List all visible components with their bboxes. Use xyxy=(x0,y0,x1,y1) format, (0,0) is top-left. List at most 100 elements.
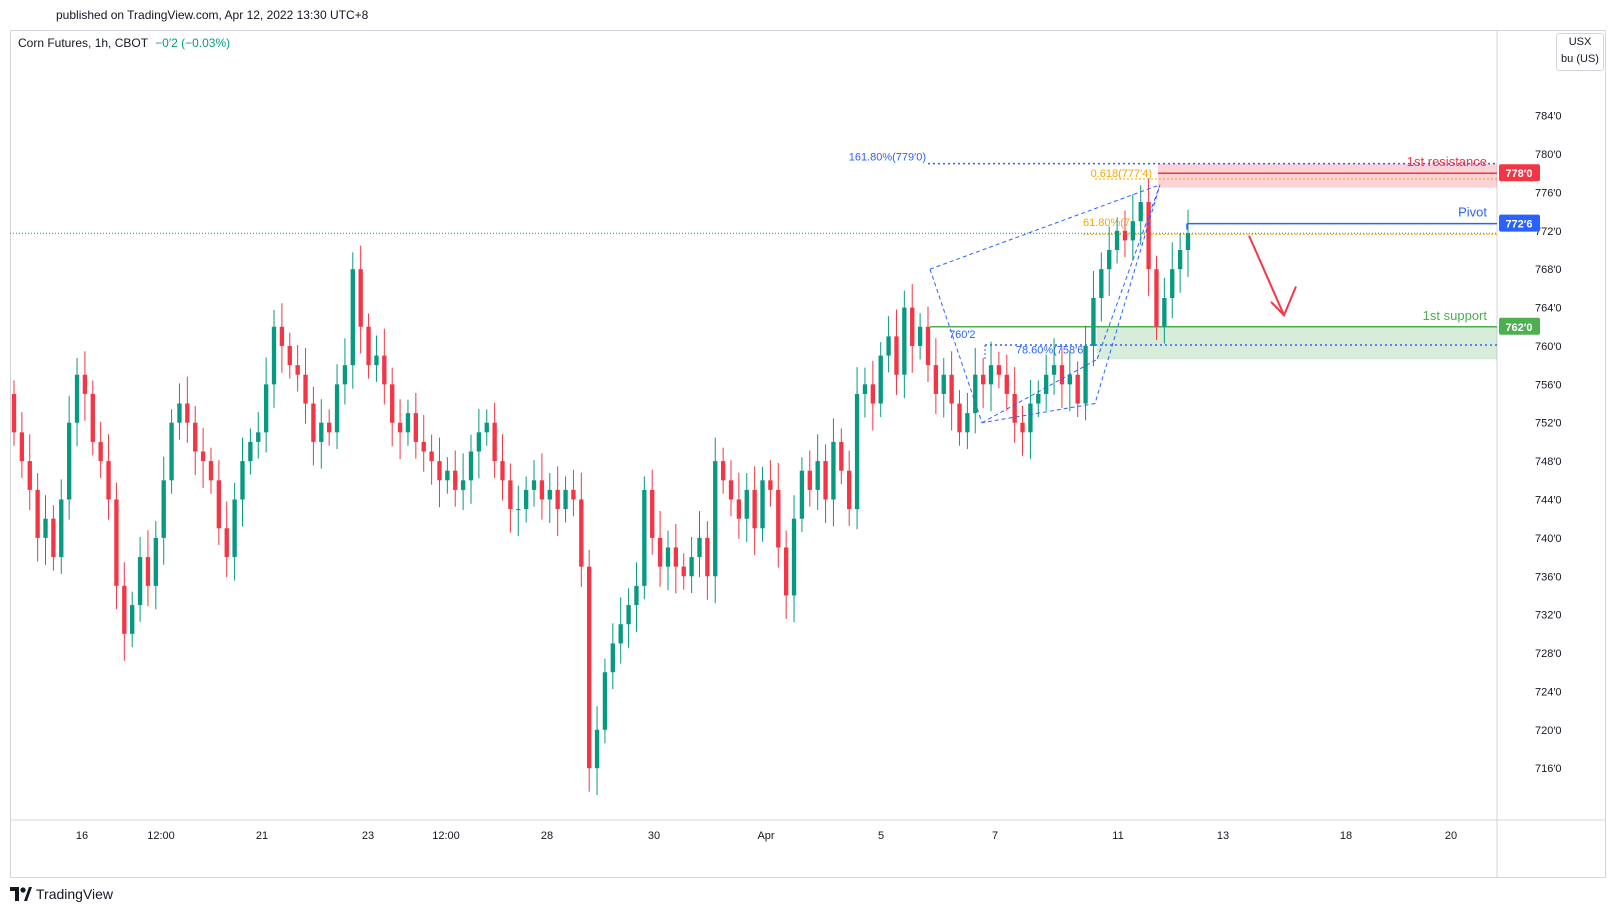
published-caption: published on TradingView.com, Apr 12, 20… xyxy=(56,8,369,22)
candle-body xyxy=(941,374,946,394)
candle-body xyxy=(555,489,560,510)
currency-label: USX xyxy=(1568,36,1592,48)
candle-body xyxy=(484,422,489,433)
candle-body xyxy=(799,470,805,519)
candle-body xyxy=(579,499,584,567)
candle-body xyxy=(232,499,237,558)
candle-body xyxy=(161,480,166,538)
candle-body xyxy=(295,365,300,375)
price-change: −0′2 (−0.03%) xyxy=(155,36,231,50)
pivot-badge-label: 772′6 xyxy=(1505,219,1532,231)
x-tick-label: 13 xyxy=(1217,830,1229,842)
y-tick-label: 784′0 xyxy=(1535,111,1562,123)
candle-body xyxy=(1099,269,1104,298)
candle-body xyxy=(1075,374,1080,404)
support-badge xyxy=(1499,317,1540,335)
support-label: 1st support xyxy=(1423,308,1488,323)
swing-760-label: 760′2 xyxy=(949,329,976,341)
candle-body xyxy=(193,422,198,452)
candle-body xyxy=(1028,403,1033,433)
candle-body xyxy=(130,605,135,634)
candle-body xyxy=(11,393,17,433)
candle-body xyxy=(925,326,931,366)
candle-body xyxy=(602,672,608,730)
tradingview-logo-icon xyxy=(10,887,32,901)
y-tick-label: 768′0 xyxy=(1535,264,1562,276)
candle-body xyxy=(421,441,426,452)
candle-body xyxy=(571,489,576,500)
candle-body xyxy=(19,432,25,462)
candle-body xyxy=(279,326,285,346)
x-tick-label: 11 xyxy=(1112,830,1123,842)
x-tick-label: 7 xyxy=(992,830,998,842)
candle-body xyxy=(783,547,789,596)
candle-body xyxy=(854,393,860,510)
candle-body xyxy=(66,422,72,500)
y-tick-label: 780′0 xyxy=(1535,149,1562,161)
y-tick-label: 752′0 xyxy=(1535,418,1562,430)
candle-body xyxy=(1107,250,1112,270)
candle-body xyxy=(74,374,80,423)
candle-body xyxy=(208,461,214,481)
candle-body xyxy=(1122,230,1128,241)
fib-618-label: 61.80%(7 xyxy=(1083,217,1130,229)
candle-body xyxy=(650,489,655,538)
candle-body xyxy=(106,461,111,500)
candle-body xyxy=(1067,374,1072,385)
candle-body xyxy=(200,451,206,462)
candle-body xyxy=(256,432,261,442)
x-tick-label: 12:00 xyxy=(147,830,175,842)
x-tick-label: 16 xyxy=(76,830,88,842)
candle-body xyxy=(1162,297,1167,327)
candle-body xyxy=(43,518,48,538)
resistance-badge-label: 778′0 xyxy=(1505,168,1532,180)
candle-body xyxy=(563,489,568,510)
candle-body xyxy=(500,461,505,481)
tradingview-footer[interactable]: TradingView xyxy=(10,886,113,902)
candle-body xyxy=(445,470,450,481)
candle-body xyxy=(1154,269,1159,327)
harmonic-pattern-line xyxy=(929,184,1161,424)
candle-body xyxy=(980,374,986,385)
candle-body xyxy=(1177,250,1183,270)
candle-body xyxy=(1044,374,1049,394)
fib-0618-label: 0.618(777′4) xyxy=(1091,168,1152,180)
candle-body xyxy=(303,374,308,404)
candle-body xyxy=(460,480,466,490)
candle-body xyxy=(539,480,545,500)
candle-body xyxy=(673,547,679,567)
x-tick-label: 20 xyxy=(1445,830,1457,842)
candle-body xyxy=(390,384,395,423)
fib-786-label: 78.60%(758′6) xyxy=(1016,345,1087,357)
candle-body xyxy=(531,480,537,490)
candle-body xyxy=(437,461,442,481)
candle-body xyxy=(224,528,229,558)
harmonic-ad-line xyxy=(981,358,1098,424)
candle-body xyxy=(319,422,324,442)
candle-body xyxy=(689,557,694,577)
currency-unit-button[interactable]: USX bu (US) xyxy=(1556,33,1604,71)
candle-body xyxy=(342,365,348,385)
candle-body xyxy=(405,413,411,433)
candle-body xyxy=(1114,230,1120,250)
candle-body xyxy=(642,489,647,586)
candle-body xyxy=(1004,374,1009,394)
candle-body xyxy=(902,307,907,375)
y-tick-label: 748′0 xyxy=(1535,456,1562,468)
candle-body xyxy=(429,451,434,462)
x-tick-label: 28 xyxy=(541,830,553,842)
candle-body xyxy=(82,374,88,394)
candle-body xyxy=(894,336,899,375)
candle-body xyxy=(886,336,891,356)
candle-body xyxy=(697,537,702,558)
support-zone xyxy=(1097,326,1497,360)
candle-body xyxy=(1012,393,1017,423)
candle-body xyxy=(169,422,174,481)
y-tick-label: 756′0 xyxy=(1535,379,1562,391)
candle-body xyxy=(145,557,151,586)
candle-body xyxy=(114,499,119,586)
candle-body xyxy=(681,566,686,577)
candle-body xyxy=(1185,233,1191,250)
candle-body xyxy=(807,470,812,490)
